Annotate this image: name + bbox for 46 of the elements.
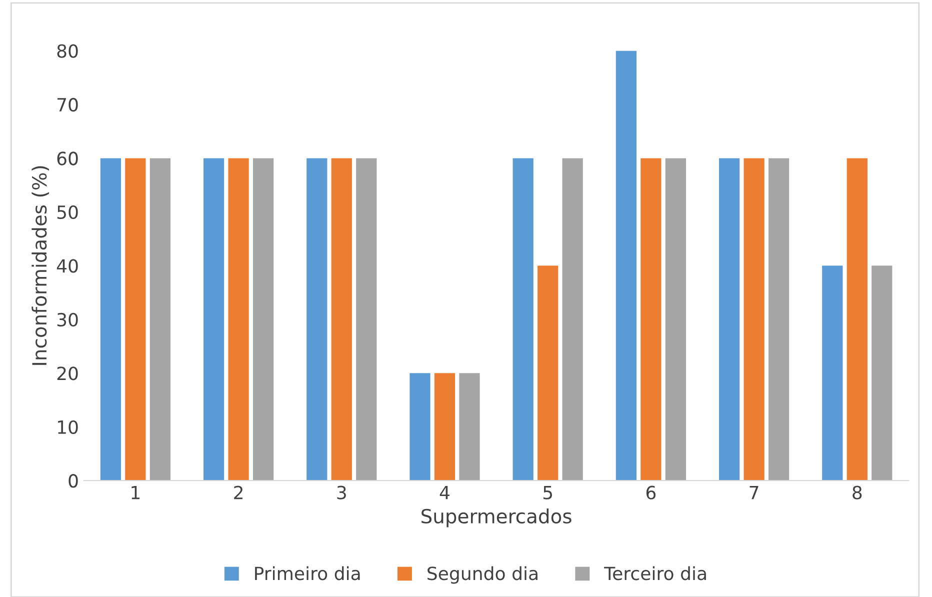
bar [150, 158, 170, 481]
bar [356, 158, 377, 481]
bar [100, 158, 121, 481]
bar [768, 158, 790, 481]
y-tick-label: 40 [56, 259, 78, 273]
y-tick-label: 70 [58, 98, 78, 112]
x-tick-label: 5 [543, 486, 552, 500]
x-tick-label: 3 [337, 486, 346, 500]
legend-label: Terceiro dia [604, 566, 706, 580]
bar [434, 373, 456, 481]
y-tick-label: 80 [57, 44, 78, 58]
y-tick-label: 30 [57, 312, 78, 327]
bar [562, 158, 583, 481]
bar [846, 158, 868, 481]
bar [252, 158, 274, 481]
x-axis-title: Supermercados [422, 508, 572, 528]
bar [512, 158, 534, 481]
x-tick-label: 4 [440, 486, 450, 500]
bar [872, 266, 892, 481]
bar [125, 158, 146, 481]
y-tick-label: 0 [68, 474, 78, 488]
x-tick-label: 8 [852, 486, 862, 500]
legend-label: Primeiro dia [255, 566, 360, 580]
bar [228, 158, 249, 481]
bar [718, 158, 740, 481]
bar [331, 158, 352, 481]
x-tick-label: 2 [234, 486, 242, 500]
bar [410, 373, 430, 481]
x-tick-label: 6 [646, 486, 656, 500]
bar [459, 373, 480, 481]
x-tick-label: 7 [750, 486, 758, 500]
bar [744, 158, 764, 481]
bar [665, 158, 686, 481]
y-tick-label: 60 [57, 152, 78, 166]
bar [306, 158, 328, 481]
bar [203, 158, 224, 481]
x-tick-label: 1 [132, 486, 140, 500]
y-axis-title: Inconformidades (%) [32, 166, 50, 365]
bar [822, 266, 843, 481]
legend-label: Segundo dia [428, 566, 538, 584]
y-tick-label: 20 [57, 366, 78, 380]
y-tick-label: 10 [58, 420, 78, 434]
bar [616, 50, 637, 481]
bar [538, 266, 558, 481]
y-tick-label: 50 [57, 205, 78, 220]
bar [640, 158, 662, 481]
